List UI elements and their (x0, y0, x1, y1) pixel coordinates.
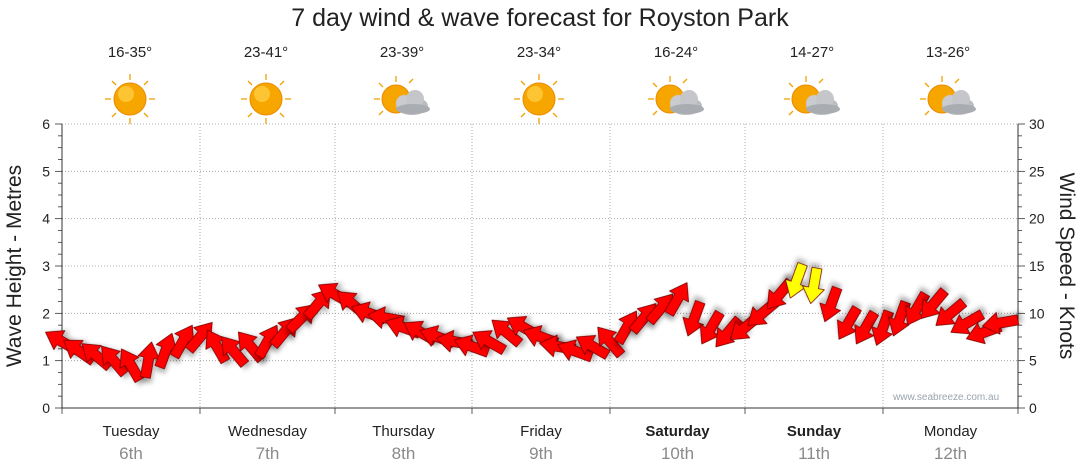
wind-arrow-shape (981, 312, 1020, 335)
day-date-label: 7th (256, 444, 280, 463)
y-left-tick-label: 6 (42, 116, 50, 132)
wind-arrow-shape (119, 348, 145, 384)
axis-labels: Wave Height - Metres Wind Speed - Knots … (3, 116, 1078, 463)
day-date-label: 6th (119, 444, 143, 463)
wind-arrow-shape (950, 309, 986, 335)
wind-arrow-shape (854, 309, 880, 345)
y-right-tick-label: 10 (1029, 305, 1045, 321)
wind-arrow-shape (472, 330, 507, 355)
wind-arrow (664, 282, 689, 317)
wind-arrow (950, 309, 986, 335)
sun-cloud-icon (920, 76, 976, 116)
sun-icon (241, 74, 291, 124)
y-left-tick-label: 4 (42, 211, 50, 227)
wind-arrow-shape (302, 288, 331, 321)
wind-arrow-shape (575, 335, 611, 360)
y-right-tick-label: 20 (1029, 211, 1045, 227)
watermark: www.seabreeze.com.au (893, 392, 1000, 403)
wind-arrow-shape (871, 309, 894, 346)
wind-arrow (935, 298, 968, 326)
y-axis-right-label: Wind Speed - Knots (1055, 173, 1078, 360)
y-axis-left-label: Wave Height - Metres (3, 165, 26, 367)
day-name-label: Sunday (787, 423, 842, 440)
day-name-label: Tuesday (103, 423, 160, 440)
wind-arrow (682, 300, 706, 337)
y-right-tick-label: 0 (1029, 400, 1037, 416)
day-date-label: 9th (529, 444, 553, 463)
temp-range: 23-39° (379, 44, 425, 61)
wind-arrow-shape (101, 345, 129, 378)
y-right-tick-label: 30 (1029, 116, 1045, 132)
wind-arrow (854, 309, 880, 345)
wind-arrow (575, 335, 611, 360)
temp-range: 14-27° (789, 44, 835, 61)
sun-cloud-icon (374, 76, 430, 116)
wind-arrow-shape (453, 334, 491, 358)
y-right-tick-label: 15 (1029, 258, 1045, 274)
chart-axes (55, 123, 1025, 414)
sun-icon (514, 74, 564, 124)
temp-range: 13-26° (925, 44, 971, 61)
wind-arrow-shape (819, 285, 843, 323)
wind-arrow (119, 348, 145, 384)
y-left-tick-label: 2 (42, 305, 50, 321)
wind-arrow-shape (597, 326, 626, 359)
y-left-tick-label: 3 (42, 258, 50, 274)
chart-title: 7 day wind & wave forecast for Royston P… (291, 4, 789, 32)
temp-range: 23-34° (516, 44, 562, 61)
y-right-tick-label: 5 (1029, 353, 1037, 369)
wind-arrow (802, 266, 825, 305)
wind-arrow (453, 334, 491, 358)
wind-arrow (101, 345, 129, 378)
wind-arrow-shape (802, 266, 825, 305)
wind-arrow (981, 312, 1020, 335)
day-date-label: 12th (934, 444, 967, 463)
y-left-tick-label: 0 (42, 400, 50, 416)
day-name-label: Friday (520, 423, 562, 440)
sun-icon (105, 74, 155, 124)
temp-range: 16-24° (653, 44, 699, 61)
day-name-label: Thursday (372, 423, 435, 440)
day-name-label: Saturday (645, 423, 710, 440)
temp-range: 16-35° (107, 44, 153, 61)
chart-grid (62, 123, 1018, 408)
wind-arrow-shape (935, 298, 968, 326)
wind-arrow (557, 339, 594, 363)
day-date-label: 10th (661, 444, 694, 463)
wind-arrow (597, 326, 626, 359)
day-date-label: 8th (392, 444, 416, 463)
wind-arrow (871, 309, 894, 346)
sun-cloud-icon (784, 76, 840, 116)
day-name-label: Monday (924, 423, 978, 440)
wind-arrow-shape (557, 339, 594, 363)
day-name-label: Wednesday (228, 423, 307, 440)
wind-arrow (302, 288, 331, 321)
day-date-label: 11th (798, 444, 830, 463)
wind-arrow-shape (664, 282, 689, 317)
wind-arrow (472, 330, 507, 355)
wind-arrow-shape (682, 300, 706, 337)
y-left-tick-label: 5 (42, 163, 50, 179)
y-left-tick-label: 1 (42, 353, 50, 369)
wind-arrow (819, 285, 843, 323)
wind-arrows (45, 262, 1020, 384)
y-right-tick-label: 25 (1029, 163, 1045, 179)
sun-cloud-icon (648, 76, 704, 116)
temp-range: 23-41° (243, 44, 289, 61)
